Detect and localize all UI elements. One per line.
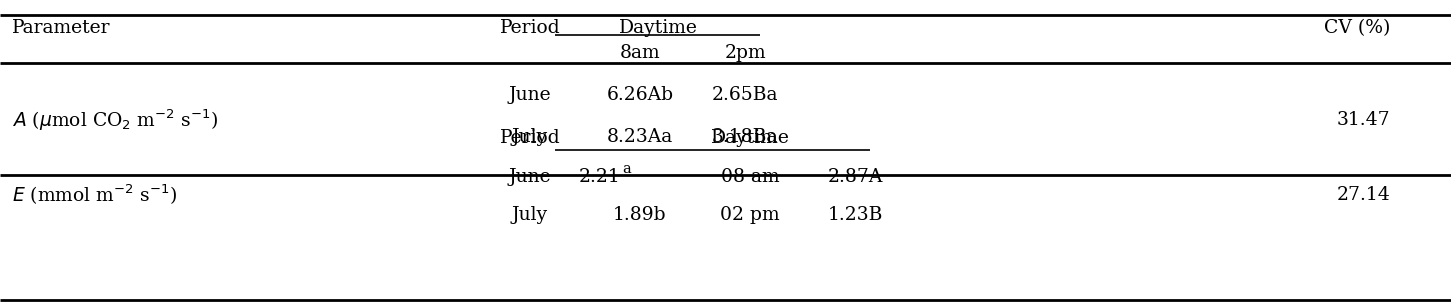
Text: Daytime: Daytime: [618, 19, 698, 37]
Text: 2.87A: 2.87A: [827, 168, 882, 186]
Text: CV (%): CV (%): [1323, 19, 1390, 37]
Text: June: June: [509, 168, 551, 186]
Text: 8am: 8am: [620, 44, 660, 62]
Text: July: July: [512, 128, 548, 146]
Text: June: June: [509, 86, 551, 104]
Text: 1.89b: 1.89b: [614, 206, 667, 224]
Text: $A$ ($\mu$mol CO$_2$ m$^{-2}$ s$^{-1}$): $A$ ($\mu$mol CO$_2$ m$^{-2}$ s$^{-1}$): [12, 107, 218, 133]
Text: 2.65Ba: 2.65Ba: [712, 86, 778, 104]
Text: 6.26Ab: 6.26Ab: [607, 86, 673, 104]
Text: Daytime: Daytime: [711, 129, 789, 147]
Text: $E$ (mmol m$^{-2}$ s$^{-1}$): $E$ (mmol m$^{-2}$ s$^{-1}$): [12, 183, 177, 207]
Text: 2.21: 2.21: [579, 168, 620, 186]
Text: 3.18Ba: 3.18Ba: [712, 128, 778, 146]
Text: 27.14: 27.14: [1336, 186, 1390, 204]
Text: Period: Period: [499, 129, 560, 147]
Text: July: July: [512, 206, 548, 224]
Text: Period: Period: [499, 19, 560, 37]
Text: 8.23Aa: 8.23Aa: [607, 128, 673, 146]
Text: 1.23B: 1.23B: [827, 206, 882, 224]
Text: 31.47: 31.47: [1336, 111, 1390, 129]
Text: 2pm: 2pm: [724, 44, 766, 62]
Text: a: a: [622, 162, 631, 176]
Text: Parameter: Parameter: [12, 19, 110, 37]
Text: 02 pm: 02 pm: [720, 206, 779, 224]
Text: 08 am: 08 am: [721, 168, 779, 186]
